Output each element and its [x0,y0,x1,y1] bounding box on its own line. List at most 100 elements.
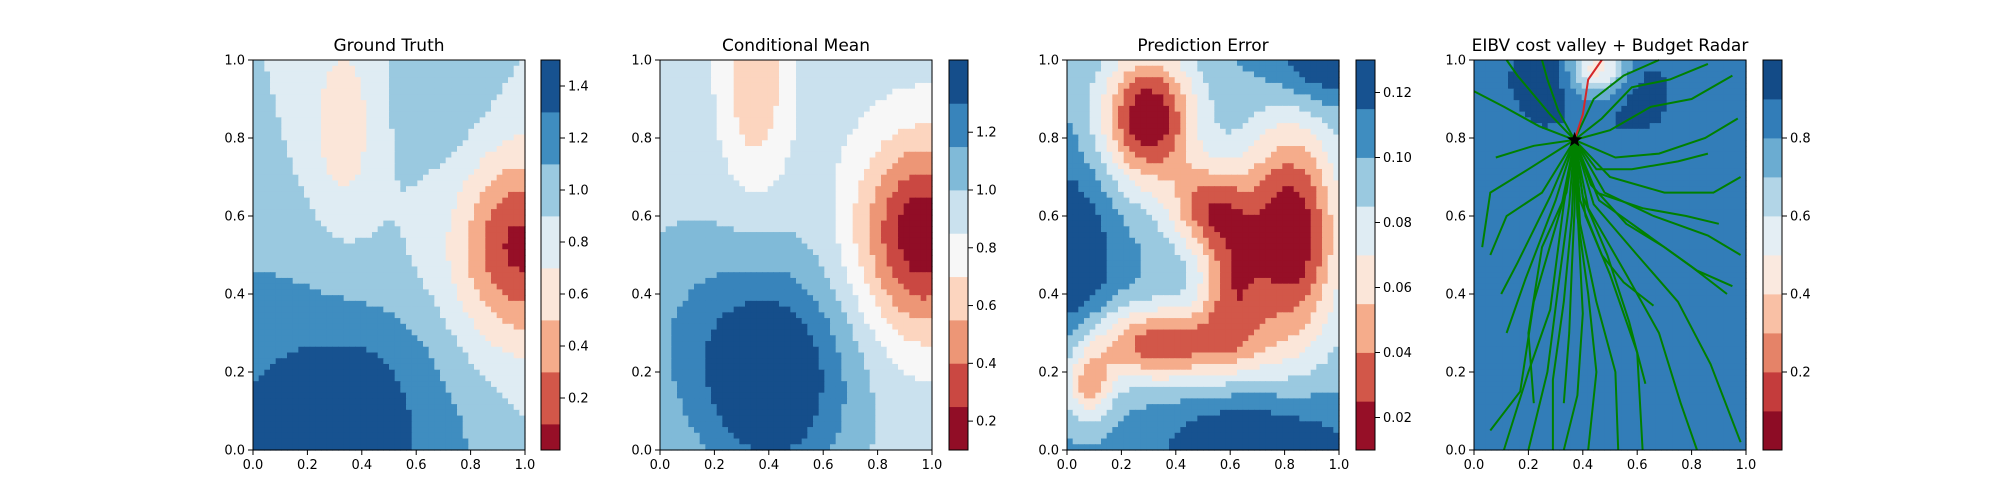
heatmap-cell [733,94,740,101]
heatmap-cell [711,180,718,187]
heatmap-cell [304,146,311,153]
heatmap-cell [824,100,831,107]
heatmap-cell [909,249,916,256]
heatmap-cell [485,409,492,417]
heatmap-cell [858,82,865,90]
heatmap-cell [434,341,441,348]
heatmap-cell [677,180,684,187]
heatmap-cell [287,232,294,239]
heatmap-cell [383,249,390,256]
heatmap-cell [338,427,345,434]
heatmap-cell [858,220,865,227]
heatmap-cell [485,272,492,279]
heatmap-cell [270,272,277,279]
heatmap-cell [428,300,435,308]
heatmap-cell [864,77,871,84]
heatmap-cell [355,266,362,273]
heatmap-cell [321,157,328,164]
heatmap-cell [762,168,769,176]
heatmap-cell [451,168,458,176]
heatmap-cell [733,249,740,256]
heatmap-cell [739,255,746,262]
heatmap-cell [445,398,452,405]
heatmap-cell [733,123,740,130]
heatmap-cell [423,329,430,336]
heatmap-cell [858,209,865,216]
heatmap-cell [728,60,735,67]
heatmap-cell [773,94,780,101]
heatmap-cell [411,404,418,411]
heatmap-cell [660,134,667,141]
heatmap-cell [519,117,526,124]
heatmap-cell [406,363,413,371]
heatmap-cell [258,140,265,147]
heatmap-cell [309,352,316,359]
heatmap-cell [309,157,316,164]
heatmap-cell [892,203,899,210]
heatmap-cell [253,277,260,285]
heatmap-cell [451,134,458,141]
heatmap-cell [801,255,808,262]
heatmap-cell [773,243,780,250]
heatmap-cell [660,105,667,113]
heatmap-cell [898,237,905,245]
heatmap-cell [711,243,718,250]
heatmap-cell [762,249,769,256]
heatmap-cell [705,249,712,256]
heatmap-cell [739,237,746,245]
heatmap-cell [411,289,418,296]
heatmap-cell [468,392,475,399]
heatmap-cell [298,232,305,239]
heatmap-cell [287,82,294,90]
heatmap-cell [898,174,905,182]
heatmap-cell [292,346,299,354]
heatmap-cell [451,295,458,302]
heatmap-cell [338,295,345,302]
heatmap-cell [881,77,888,84]
heatmap-cell [903,197,910,204]
heatmap-cell [253,427,260,434]
heatmap-cell [457,438,464,445]
heatmap-cell [304,283,311,291]
heatmap-cell [926,128,933,136]
heatmap-cell [508,214,515,222]
heatmap-cell [343,237,350,245]
heatmap-cell [434,88,441,96]
heatmap-cell [728,123,735,130]
heatmap-cell [264,329,271,336]
heatmap-cell [309,100,316,107]
heatmap-cell [519,438,526,445]
heatmap-cell [468,134,475,141]
heatmap-cell [281,306,288,313]
heatmap-cell [338,77,345,84]
heatmap-cell [739,243,746,250]
heatmap-cell [275,335,282,342]
heatmap-cell [287,277,294,285]
heatmap-cell [451,117,458,124]
heatmap-cell [406,174,413,182]
heatmap-cell [411,363,418,371]
heatmap-cell [321,146,328,153]
heatmap-cell [705,163,712,170]
heatmap-cell [699,163,706,170]
heatmap-cell [332,60,339,67]
heatmap-cell [479,77,486,84]
heatmap-cell [502,369,509,377]
heatmap-cell [417,318,424,325]
heatmap-cell [445,209,452,216]
heatmap-cell [400,381,407,388]
heatmap-cell [773,209,780,216]
heatmap-cell [445,444,452,451]
heatmap-cell [411,105,418,113]
heatmap-cell [372,100,379,107]
heatmap-cell [383,232,390,239]
heatmap-cell [824,60,831,67]
heatmap-cell [824,94,831,101]
heatmap-cell [406,300,413,308]
heatmap-cell [258,438,265,445]
heatmap-cell [253,134,260,141]
heatmap-cell [292,117,299,124]
heatmap-cell [694,174,701,182]
heatmap-cell [304,272,311,279]
heatmap-cell [281,283,288,291]
